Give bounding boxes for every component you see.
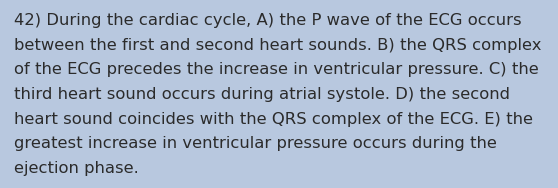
Text: between the first and second heart sounds. B) the QRS complex: between the first and second heart sound…	[14, 38, 541, 53]
Text: greatest increase in ventricular pressure occurs during the: greatest increase in ventricular pressur…	[14, 136, 497, 151]
Text: 42) During the cardiac cycle, A) the P wave of the ECG occurs: 42) During the cardiac cycle, A) the P w…	[14, 13, 522, 28]
Text: heart sound coincides with the QRS complex of the ECG. E) the: heart sound coincides with the QRS compl…	[14, 112, 533, 127]
Text: of the ECG precedes the increase in ventricular pressure. C) the: of the ECG precedes the increase in vent…	[14, 62, 538, 77]
Text: third heart sound occurs during atrial systole. D) the second: third heart sound occurs during atrial s…	[14, 87, 510, 102]
Text: ejection phase.: ejection phase.	[14, 161, 139, 176]
